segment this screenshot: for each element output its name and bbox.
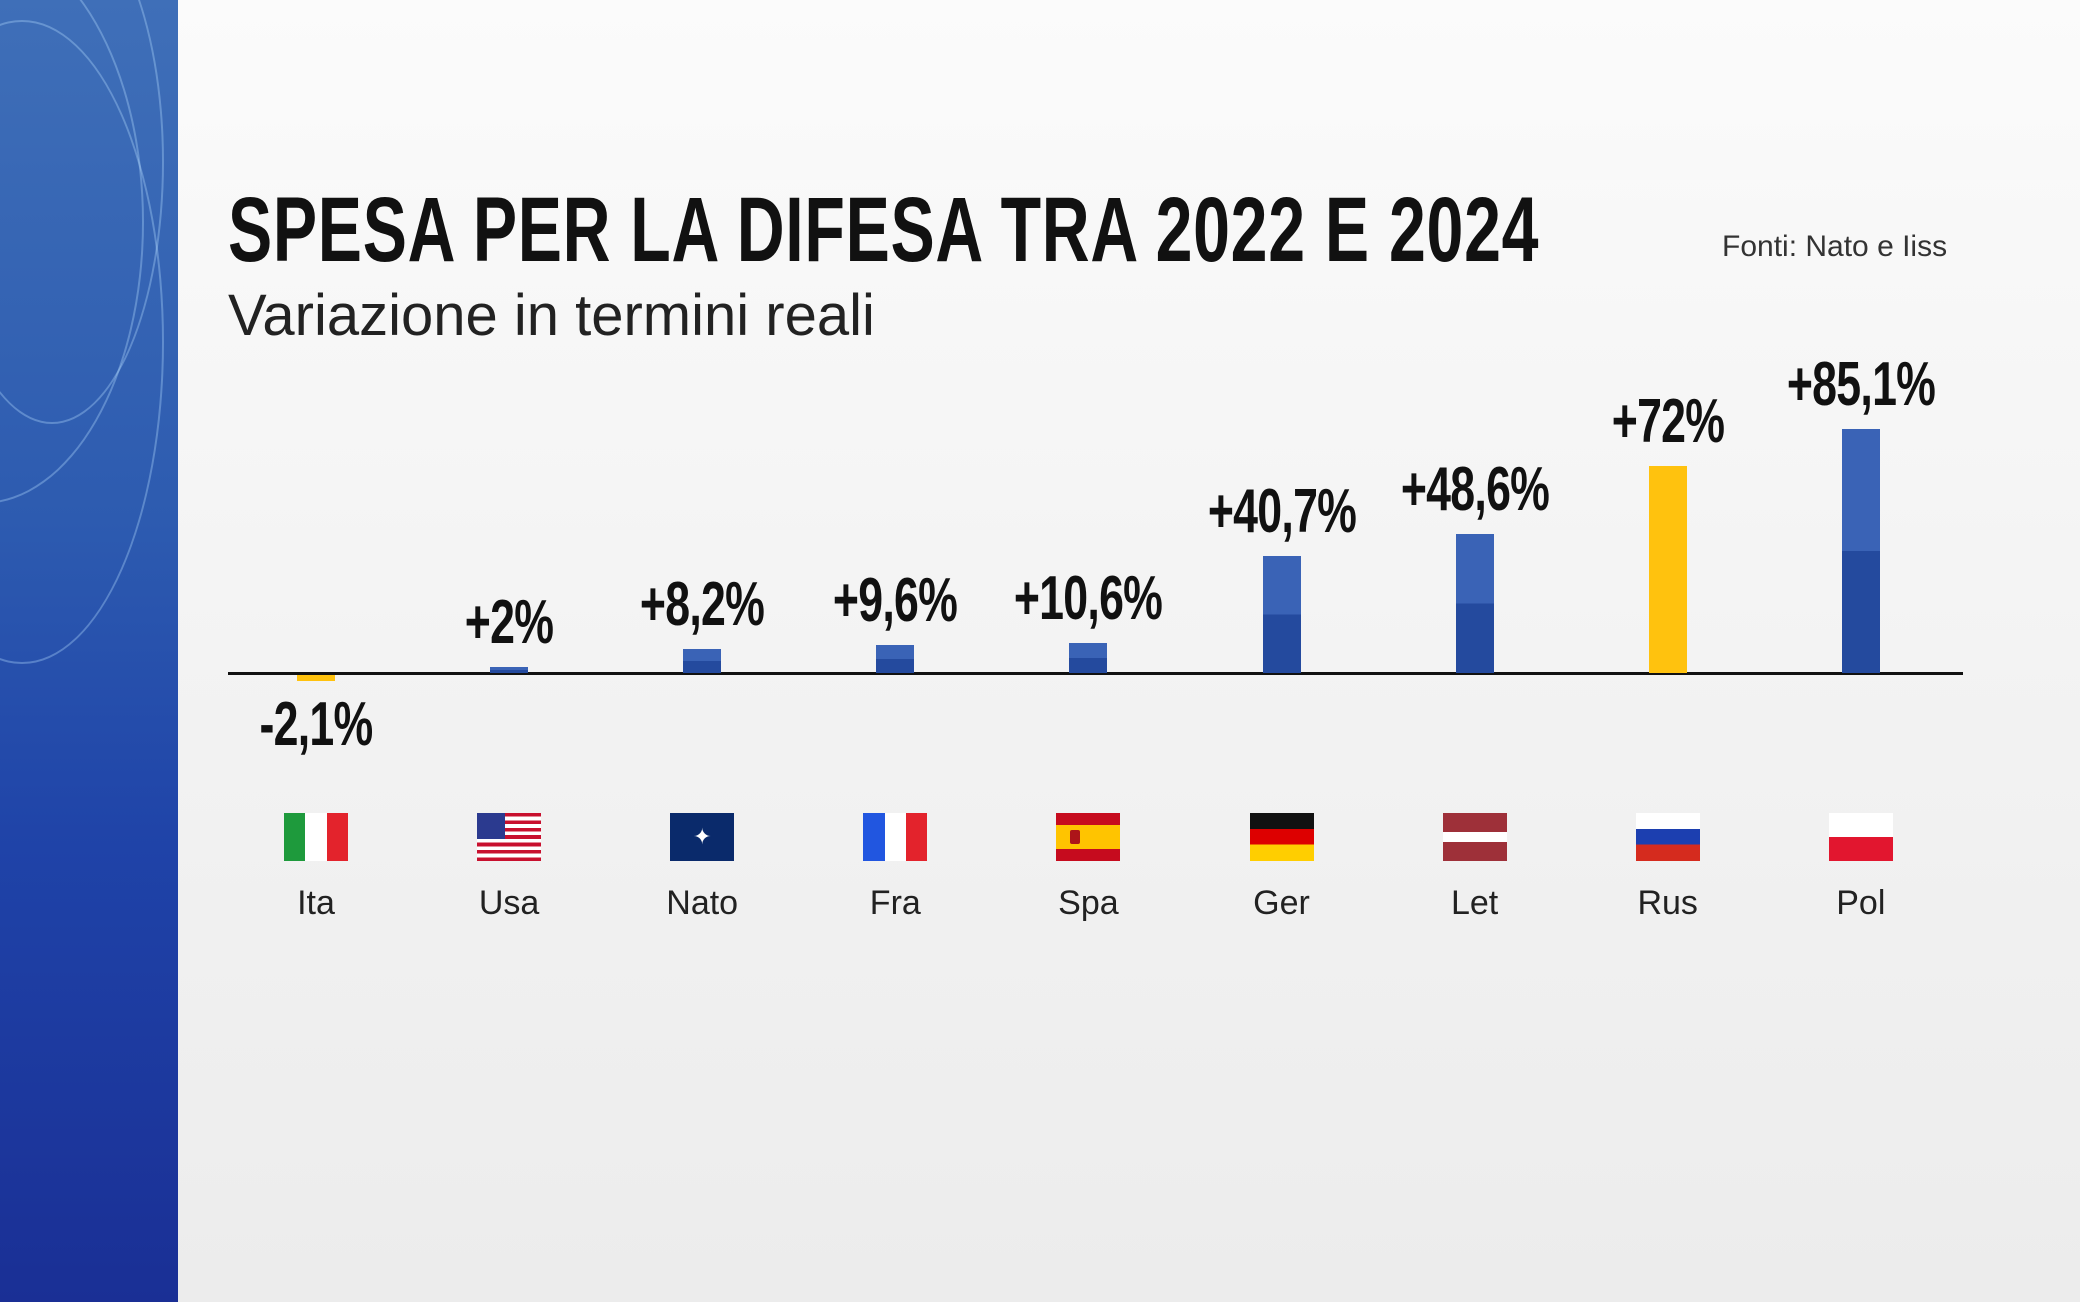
spain-flag-icon xyxy=(1056,813,1121,861)
chart-source: Fonti: Nato e Iiss xyxy=(1722,230,1948,263)
bar-spa xyxy=(1069,642,1108,673)
chart-subtitle: Variazione in termini reali xyxy=(228,283,875,348)
data-label: -2,1% xyxy=(259,690,373,759)
data-label: +8,2% xyxy=(640,570,765,640)
category-label: Ita xyxy=(297,884,335,922)
data-label: +10,6% xyxy=(1014,563,1163,633)
usa-flag-icon xyxy=(477,813,542,861)
bar-nato xyxy=(683,649,722,673)
data-label: +72% xyxy=(1611,387,1724,457)
category-label: Spa xyxy=(1058,884,1119,922)
category-label: Usa xyxy=(478,884,540,922)
data-label: +9,6% xyxy=(833,566,958,636)
germany-flag-icon xyxy=(1249,813,1314,861)
category-label: Nato xyxy=(666,884,739,922)
bar-pol xyxy=(1841,428,1880,673)
data-label: +2% xyxy=(464,588,554,658)
bar-ger xyxy=(1262,556,1301,673)
bar-usa xyxy=(490,667,529,673)
bar-let xyxy=(1455,533,1494,673)
nato-flag-icon: ✦ xyxy=(670,813,735,861)
data-label: +48,6% xyxy=(1400,454,1549,524)
bar-ita xyxy=(297,675,335,682)
latvia-flag-icon xyxy=(1442,813,1507,861)
france-flag-icon xyxy=(863,813,928,861)
italy-flag-icon xyxy=(284,813,348,861)
category-label: Pol xyxy=(1836,884,1886,922)
chart-title: SPESA PER LA DIFESA TRA 2022 E 2024 xyxy=(228,179,1540,281)
category-label: Fra xyxy=(869,884,921,922)
poland-flag-icon xyxy=(1828,813,1893,861)
bar-fra xyxy=(876,645,915,673)
data-label: +85,1% xyxy=(1786,349,1936,419)
category-label: Rus xyxy=(1637,884,1698,922)
zero-axis-line xyxy=(228,672,1963,675)
russia-flag-icon xyxy=(1635,813,1700,861)
category-label: Ger xyxy=(1253,884,1310,922)
bar-rus xyxy=(1648,466,1687,673)
decorative-side-panel xyxy=(0,0,178,1302)
data-label: +40,7% xyxy=(1207,477,1356,547)
category-label: Let xyxy=(1450,884,1499,922)
